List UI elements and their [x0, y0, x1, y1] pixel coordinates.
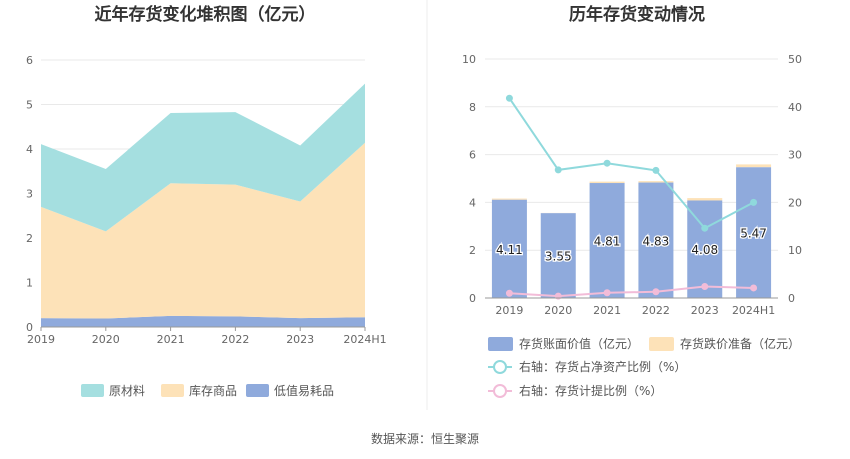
right-y2-tick-label: 50: [788, 53, 802, 66]
right-y-tick-label: 10: [462, 53, 476, 66]
line-series-1: [509, 285, 754, 298]
area-series-1: [41, 142, 365, 319]
right-y-tick-label: 6: [469, 149, 476, 162]
right-y-tick-label: 2: [469, 244, 476, 257]
right-y2-tick-label: 0: [788, 292, 795, 305]
line-point-1: [652, 288, 660, 296]
right-x-tick-label: 2023: [691, 304, 719, 317]
left-legend-swatch: [81, 384, 104, 397]
right-legend-marker: [493, 384, 507, 398]
bar-value-label: 3.55: [545, 250, 572, 264]
book-value-bar: [589, 183, 625, 298]
right-x-tick-label: 2019: [495, 304, 523, 317]
left-y-tick-label: 5: [26, 99, 33, 112]
line-point-1: [750, 284, 758, 292]
line-point-0: [505, 94, 513, 102]
right-x-tick-label: 2020: [544, 304, 572, 317]
line-point-0: [750, 198, 758, 206]
right-y-tick-label: 4: [469, 196, 476, 209]
reserve-bar: [687, 198, 723, 201]
reserve-bar: [491, 198, 527, 200]
bar-value-label: 4.81: [594, 235, 621, 249]
right-x-tick-label: 2022: [642, 304, 670, 317]
left-y-tick-label: 4: [26, 143, 33, 156]
bar-value-label: 5.47: [740, 227, 767, 241]
line-point-0: [603, 159, 611, 167]
data-source-note: 数据来源：恒生聚源: [371, 431, 479, 446]
line-point-0: [701, 224, 709, 232]
left-x-tick-label: 2022: [221, 333, 249, 346]
bar-line-chart: 历年存货变动情况 4.11 3.55 4.81 4.83 4.08 5.47 0 2 4 6 8 1…: [462, 4, 802, 398]
left-x-tick-label: 2024H1: [343, 333, 386, 346]
right-legend-label: 存货账面价值（亿元）: [519, 336, 639, 351]
right-legend-label: 存货跌价准备（亿元）: [680, 336, 800, 351]
right-y2-tick-label: 10: [788, 244, 802, 257]
right-y-tick-label: 0: [469, 292, 476, 305]
left-x-tick-label: 2021: [157, 333, 185, 346]
right-legend-label: 右轴：存货占净资产比例（%）: [519, 359, 686, 374]
line-series-0: [508, 97, 755, 230]
left-x-tick-label: 2019: [27, 333, 55, 346]
area-series-0: [41, 315, 365, 327]
right-x-tick-label: 2021: [593, 304, 621, 317]
book-value-bar: [687, 200, 723, 298]
line-point-0: [554, 166, 562, 174]
right-y2-tick-label: 30: [788, 149, 802, 162]
left-x-tick-label: 2020: [92, 333, 120, 346]
bar-value-label: 4.08: [691, 243, 718, 257]
book-value-bar: [736, 167, 772, 298]
book-value-bar: [540, 213, 576, 298]
reserve-bar: [736, 164, 772, 168]
book-value-bar: [491, 199, 527, 298]
right-x-tick-label: 2024H1: [732, 304, 775, 317]
left-legend-label: 库存商品: [189, 383, 237, 398]
bar-value-label: 4.83: [643, 234, 670, 248]
line-point-1: [505, 289, 513, 297]
left-x-tick-label: 2023: [286, 333, 314, 346]
right-legend-swatch: [488, 337, 513, 351]
left-legend-swatch: [246, 384, 269, 397]
left-legend-swatch: [161, 384, 184, 397]
line-point-1: [701, 283, 709, 291]
left-legend-label: 低值易耗品: [274, 383, 334, 398]
right-legend-swatch: [649, 337, 674, 351]
right-legend-label: 右轴：存货计提比例（%）: [519, 383, 662, 398]
bar-value-label: 4.11: [496, 243, 523, 257]
line-point-0: [652, 166, 660, 174]
line-point-1: [603, 289, 611, 297]
stacked-area-chart: 近年存货变化堆积图（亿元） 0 1 2 3 4 5 6 2019 2020 2021 2022 202…: [26, 4, 387, 398]
left-y-tick-label: 6: [26, 54, 33, 67]
left-y-tick-label: 3: [26, 188, 33, 201]
book-value-bar: [638, 182, 674, 298]
left-y-tick-label: 1: [26, 277, 33, 290]
reserve-bar: [589, 181, 625, 184]
area-series-2: [41, 83, 365, 232]
right-y-tick-label: 8: [469, 101, 476, 114]
left-y-tick-label: 2: [26, 232, 33, 245]
right-y2-tick-label: 40: [788, 101, 802, 114]
right-y2-tick-label: 20: [788, 196, 802, 209]
left-legend-label: 原材料: [109, 384, 145, 398]
left-y-tick-label: 0: [26, 321, 33, 334]
reserve-bar: [638, 181, 674, 183]
right-legend-marker: [493, 360, 507, 374]
left-chart-title: 近年存货变化堆积图（亿元）: [95, 4, 316, 25]
right-chart-title: 历年存货变动情况: [569, 4, 705, 25]
